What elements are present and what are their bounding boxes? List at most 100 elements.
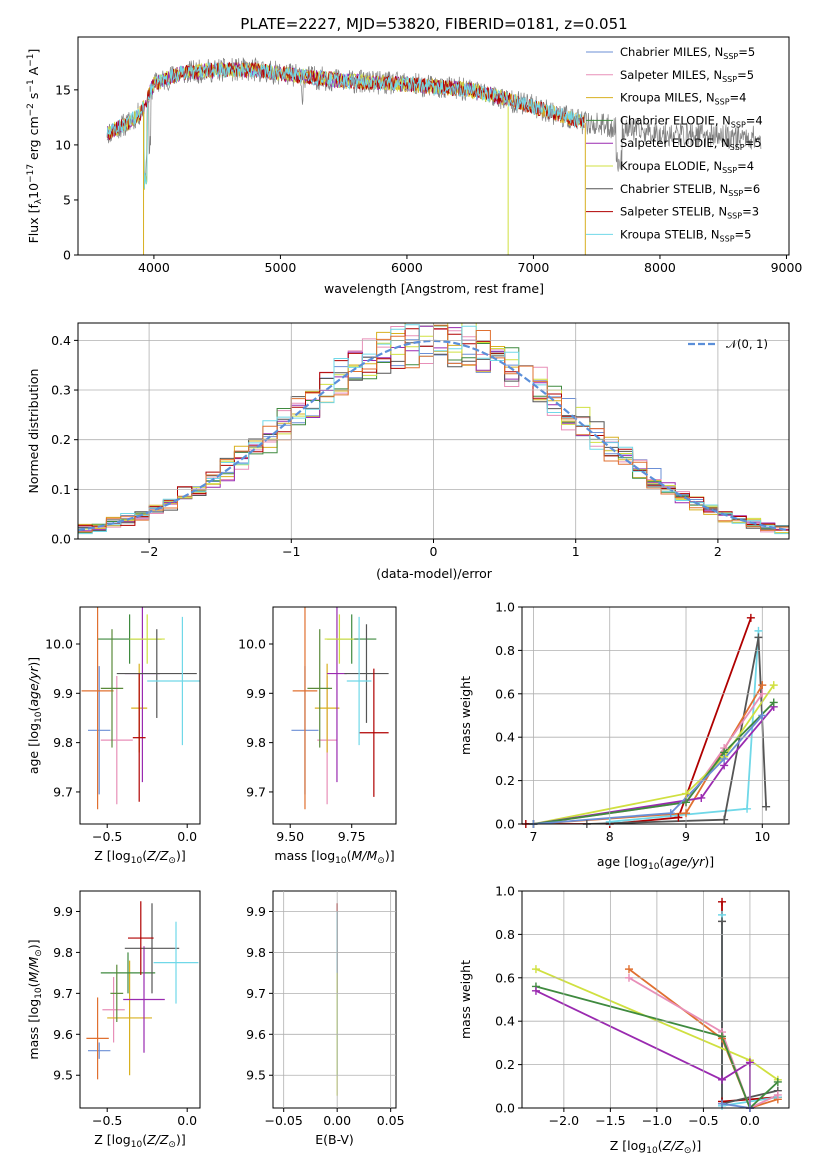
age-vs-z-panel-ytick-label: 9.8 xyxy=(53,735,73,750)
weight-marker xyxy=(666,809,675,818)
mass-vs-ebv-panel-ytick-label: 9.7 xyxy=(246,986,266,1001)
age-vs-mass-panel-frame xyxy=(272,606,397,825)
age-vs-mass-panel-ytick-label: 9.8 xyxy=(246,735,266,750)
mass-vs-ebv-panel-xtick-label: 0.00 xyxy=(323,1113,351,1128)
mass-vs-z-panel-ylabel: mass [log10(M/M⊙)] xyxy=(26,939,44,1059)
spectrum-panel-plot-area xyxy=(106,56,762,255)
age-vs-z-panel-plot-area xyxy=(81,607,200,810)
mass-vs-ebv-panel-ytick-label: 9.6 xyxy=(246,1027,266,1042)
legend-entry: Salpeter STELIB, NSSP=3 xyxy=(620,205,759,221)
residual-panel-xtick-label: 1 xyxy=(572,544,580,559)
weight-line xyxy=(721,1102,751,1108)
spectrum-panel-ytick-label: 5 xyxy=(63,192,71,207)
weight-marker xyxy=(682,798,691,807)
spectrum-ylabel: Flux [fλ10−17 erg cm−2 s−1 A−1] xyxy=(26,49,44,244)
weight-vs-age-panel-ytick-label: 0.2 xyxy=(495,773,515,788)
weight-vs-z-panel-ytick-label: 0.6 xyxy=(495,970,515,985)
spectrum-panel-xtick-label: 8000 xyxy=(644,260,676,275)
legend-entry: Salpeter MILES, NSSP=5 xyxy=(620,68,754,84)
weight-marker xyxy=(762,802,771,811)
weight-marker xyxy=(720,815,729,824)
age-vs-mass-panel-ytick-label: 9.7 xyxy=(246,784,266,799)
mass-vs-z-panel: −0.5 0.0 9.5 9.6 9.7 9.8 9.9 Z [log10(Z/Z⊙)] mas… xyxy=(26,890,201,1150)
weight-marker xyxy=(745,1058,754,1067)
weight-vs-z-panel-xtick-label: −1.5 xyxy=(595,1113,625,1128)
weight-vs-age-panel-ylabel: mass weight xyxy=(458,676,473,755)
weight-vs-age-panel-ytick-label: 1.0 xyxy=(495,600,515,615)
weight-vs-age-panel-xtick-label: 7 xyxy=(529,829,537,844)
figure-title: PLATE=2227, MJD=53820, FIBERID=0181, z=0… xyxy=(240,15,627,33)
age-vs-mass-panel-plot-area xyxy=(291,607,389,810)
weight-marker xyxy=(624,973,633,982)
residual-panel-xtick-label: −2 xyxy=(140,544,158,559)
spectrum-panel-xtick-label: 7000 xyxy=(518,260,550,275)
residual-panel: −2 −1 0 1 2 0.0 0.1 0.2 0.3 0.4 (data-model)/error… xyxy=(26,322,790,581)
mass-vs-ebv-panel-ytick-label: 9.5 xyxy=(246,1068,266,1083)
mass-vs-z-panel-xlabel: Z [log10(Z/Z⊙)] xyxy=(94,1132,185,1150)
weight-marker xyxy=(769,698,778,707)
legend-normal: 𝒩(0, 1) xyxy=(726,337,768,351)
age-vs-z-panel-frame xyxy=(79,606,201,825)
weight-marker xyxy=(718,917,727,926)
weight-vs-age-panel-ytick-label: 0.0 xyxy=(495,817,515,832)
age-vs-z-panel-ytick-label: 10.0 xyxy=(45,636,73,651)
weight-marker xyxy=(531,965,540,974)
mass-vs-z-panel-xtick-label: −0.5 xyxy=(92,1113,122,1128)
weight-vs-age-panel-ytick-label: 0.4 xyxy=(495,730,515,745)
age-vs-mass-panel-ytick-label: 10.0 xyxy=(238,636,266,651)
weight-vs-z-panel-frame xyxy=(521,890,790,1109)
legend-entry: Kroupa MILES, NSSP=4 xyxy=(620,91,746,107)
weight-vs-z-panel-ytick-label: 0.4 xyxy=(495,1014,515,1029)
age-vs-mass-panel-ytick-label: 9.9 xyxy=(246,686,266,701)
mass-vs-z-panel-ytick-label: 9.8 xyxy=(53,945,73,960)
age-vs-mass-panel-xtick-label: 9.75 xyxy=(338,829,366,844)
weight-marker xyxy=(718,1099,727,1108)
spectrum-panel-xtick-label: 5000 xyxy=(265,260,297,275)
weight-vs-z-panel-xtick-label: −0.5 xyxy=(688,1113,718,1128)
age-vs-mass-panel-xtick-label: 9.50 xyxy=(276,829,304,844)
weight-marker xyxy=(758,689,767,698)
age-vs-z-panel-ylabel: age [log10(age/yr)] xyxy=(26,657,44,774)
weight-vs-age-panel-xlabel: age [log10(age/yr)] xyxy=(597,854,714,872)
mass-vs-z-panel-ytick-label: 9.6 xyxy=(53,1027,73,1042)
residual-panel-frame xyxy=(77,322,790,540)
weight-vs-z-panel-xtick-label: −1.0 xyxy=(642,1113,672,1128)
age-vs-z-panel: −0.5 0.0 9.7 9.8 9.9 10.0 Z [log10(Z/Z⊙)] age [… xyxy=(26,606,201,866)
legend-entry: Chabrier MILES, NSSP=5 xyxy=(620,45,755,61)
weight-vs-z-panel: −2.0 −1.5 −1.0 −0.5 0.0 0.0 0.2 0.4 0.6 0.8 1.0 Z [… xyxy=(458,884,790,1156)
weight-marker xyxy=(682,809,691,818)
weight-marker xyxy=(697,793,706,802)
mass-vs-z-panel-ytick-label: 9.7 xyxy=(53,986,73,1001)
weight-marker xyxy=(754,633,763,642)
mass-vs-z-panel-plot-area xyxy=(86,901,199,1080)
weight-marker xyxy=(746,613,755,622)
spectrum-panel-xtick-label: 9000 xyxy=(771,260,803,275)
mass-vs-z-panel-xtick-label: 0.0 xyxy=(177,1113,197,1128)
weight-line xyxy=(535,989,751,1108)
residual-panel-ytick-label: 0.1 xyxy=(51,482,71,497)
spectrum-model-line xyxy=(106,62,585,189)
spectrum-panel: 4000 5000 6000 7000 8000 9000 0 5 10 15 wavelength… xyxy=(26,36,803,296)
weight-marker xyxy=(718,897,727,906)
weight-marker xyxy=(682,789,691,798)
weight-vs-age-panel-ytick-label: 0.8 xyxy=(495,643,515,658)
residual-panel-xtick-label: 0 xyxy=(430,544,438,559)
weight-vs-z-panel-xlabel: Z [log10(Z/Z⊙)] xyxy=(610,1138,701,1156)
weight-vs-age-panel-xtick-label: 10 xyxy=(754,829,770,844)
weight-marker xyxy=(720,754,729,763)
weight-marker xyxy=(674,813,683,822)
weight-marker xyxy=(758,681,767,690)
weight-marker xyxy=(758,711,767,720)
weight-marker xyxy=(718,1075,727,1084)
age-vs-z-panel-ytick-label: 9.9 xyxy=(53,686,73,701)
residual-panel-xtick-label: 2 xyxy=(714,544,722,559)
spectrum-panel-xtick-label: 4000 xyxy=(138,260,170,275)
age-vs-mass-panel-xlabel: mass [log10(M/M⊙)] xyxy=(274,848,394,866)
mass-vs-z-panel-ytick-label: 9.5 xyxy=(53,1068,73,1083)
legend-entry: Chabrier ELODIE, NSSP=4 xyxy=(620,113,763,129)
weight-vs-age-panel: 7 8 9 10 0.0 0.2 0.4 0.6 0.8 1.0 age [log10(age/yr… xyxy=(458,600,790,872)
weight-vs-z-panel-xtick-label: −2.0 xyxy=(549,1113,579,1128)
legend-entry: Chabrier STELIB, NSSP=6 xyxy=(620,182,760,198)
mass-vs-ebv-panel-xlabel: E(B-V) xyxy=(315,1132,354,1147)
weight-line xyxy=(535,985,779,1108)
